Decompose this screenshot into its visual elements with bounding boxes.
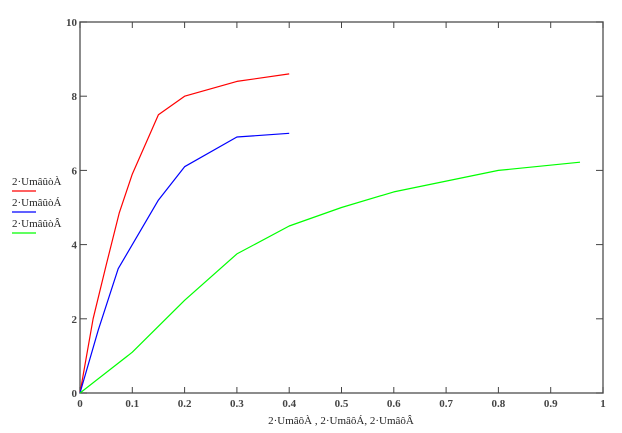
x-tick-label: 0 <box>77 398 83 410</box>
y-tick-label: 4 <box>72 240 78 252</box>
y-tick-label: 0 <box>72 388 78 400</box>
legend-label: 2·UmâûòÁ <box>12 197 62 209</box>
x-tick-label: 0.2 <box>178 398 192 410</box>
y-tick-label: 10 <box>66 17 78 29</box>
x-tick-label: 1 <box>600 398 606 410</box>
x-tick-label: 0.3 <box>230 398 244 410</box>
x-tick-label: 0.5 <box>335 398 349 410</box>
x-tick-labels: 0 0.1 0.2 0.3 0.4 0.5 0.6 0.7 0.8 0.9 1 <box>77 398 606 410</box>
x-tick-label: 0.4 <box>282 398 296 410</box>
series-line-1 <box>79 73 290 394</box>
x-tick-label: 0.7 <box>439 398 453 410</box>
axis-ticks <box>79 21 604 394</box>
series-line-2 <box>79 132 290 394</box>
y-tick-label: 2 <box>72 314 78 326</box>
legend-label: 2·UmâûòÂ <box>12 218 62 230</box>
legend-label: 2·UmâûòÀ <box>12 176 62 188</box>
x-tick-label: 0.9 <box>544 398 558 410</box>
series-line-3 <box>79 161 581 394</box>
x-tick-label: 0.6 <box>387 398 401 410</box>
x-tick-label: 0.1 <box>125 398 139 410</box>
y-tick-labels: 0 2 4 6 8 10 <box>66 17 78 400</box>
x-tick-label: 0.8 <box>492 398 506 410</box>
y-tick-label: 6 <box>72 165 78 177</box>
y-tick-label: 8 <box>72 91 78 103</box>
x-axis-label: 2·UmâôÀ , 2·UmâôÁ, 2·UmâôÂ <box>268 415 414 427</box>
legend: 2·UmâûòÀ 2·UmâûòÁ 2·UmâûòÂ <box>12 176 62 234</box>
series-lines <box>79 73 581 394</box>
